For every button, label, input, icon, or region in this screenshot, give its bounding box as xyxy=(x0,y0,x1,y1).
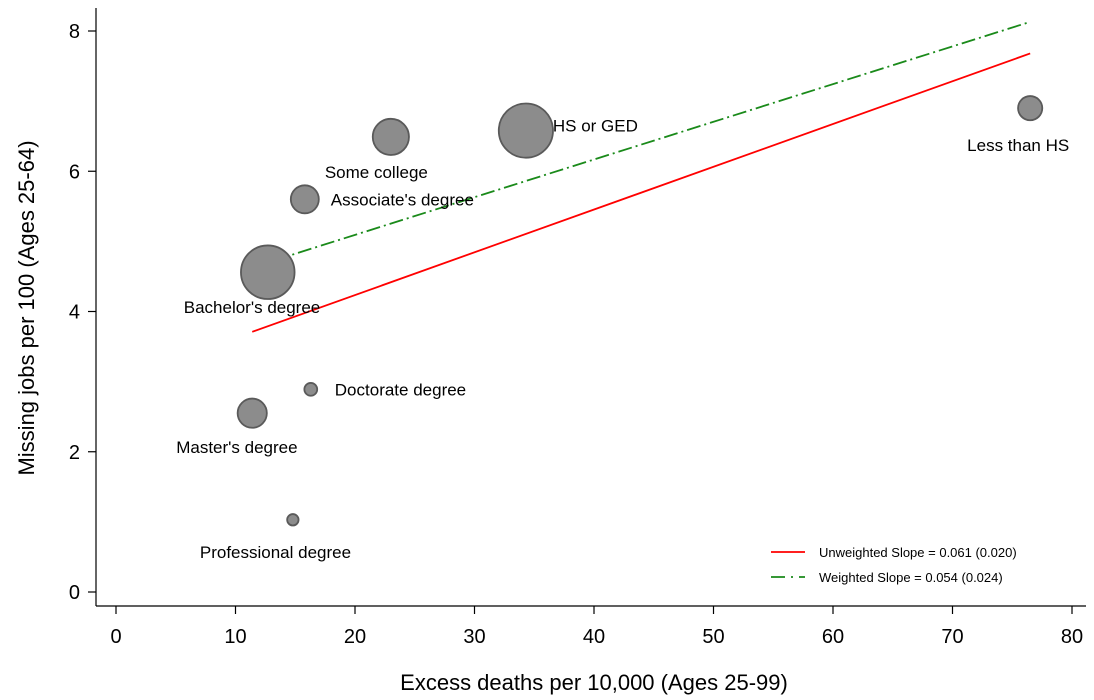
data-point xyxy=(236,397,268,429)
y-tick-label: 4 xyxy=(69,302,80,324)
data-point xyxy=(240,244,296,300)
x-tick-label: 60 xyxy=(822,626,844,648)
data-point xyxy=(286,513,300,527)
x-axis-title: Excess deaths per 10,000 (Ages 25-99) xyxy=(400,670,788,695)
point-label: Some college xyxy=(325,163,428,182)
point-label: Associate's degree xyxy=(331,190,474,209)
point-labels: Less than HS HS or GED Some college Associa… xyxy=(176,117,1069,562)
x-tick-label: 40 xyxy=(583,626,605,648)
data-point xyxy=(303,382,319,397)
x-tick-label: 30 xyxy=(463,626,485,648)
fit-lines xyxy=(251,21,1031,333)
point-label: Professional degree xyxy=(200,543,351,562)
point-label: Doctorate degree xyxy=(335,380,466,399)
axes: 0 10 20 30 40 50 60 70 80 0 2 4 6 8 xyxy=(69,8,1086,648)
y-tick-label: 8 xyxy=(69,21,80,43)
y-tick-label: 2 xyxy=(69,442,80,464)
point-label: Master's degree xyxy=(176,438,297,457)
x-tick-label: 0 xyxy=(110,626,121,648)
point-label: Bachelor's degree xyxy=(184,298,321,317)
weighted-fit-line xyxy=(251,21,1031,269)
data-point xyxy=(1017,95,1044,122)
legend-entry: Unweighted Slope = 0.061 (0.020) xyxy=(819,545,1017,560)
y-axis-title: Missing jobs per 100 (Ages 25-64) xyxy=(14,140,39,475)
x-tick-label: 10 xyxy=(224,626,246,648)
y-tick-label: 6 xyxy=(69,161,80,183)
point-label: HS or GED xyxy=(553,117,638,136)
legend: Unweighted Slope = 0.061 (0.020) Weighted… xyxy=(771,545,1017,585)
data-points xyxy=(236,95,1044,527)
y-tick-label: 0 xyxy=(69,582,80,604)
x-tick-label: 70 xyxy=(941,626,963,648)
data-point xyxy=(497,102,554,159)
x-tick-label: 50 xyxy=(702,626,724,648)
x-tick-label: 80 xyxy=(1061,626,1083,648)
data-point xyxy=(371,117,410,156)
unweighted-fit-line xyxy=(251,52,1031,333)
legend-entry: Weighted Slope = 0.054 (0.024) xyxy=(819,570,1003,585)
point-label: Less than HS xyxy=(967,136,1069,155)
data-point xyxy=(289,184,320,215)
x-tick-label: 20 xyxy=(344,626,366,648)
